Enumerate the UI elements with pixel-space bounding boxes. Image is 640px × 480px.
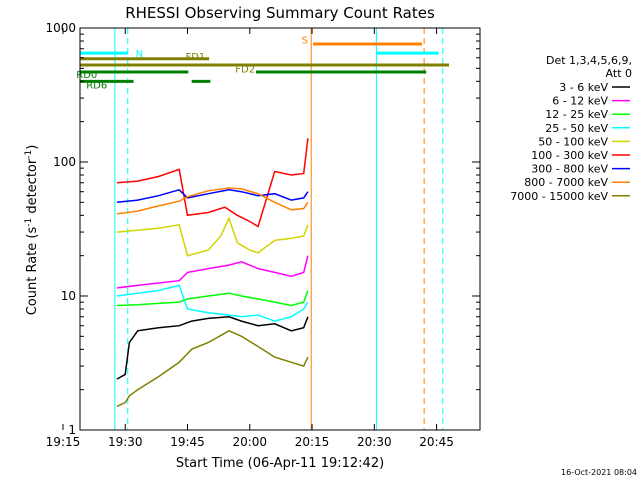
flag-label-fd2: FD2 bbox=[235, 64, 255, 75]
series-line-2 bbox=[116, 290, 309, 307]
legend-label-2: 12 - 25 keV bbox=[545, 108, 608, 121]
x-tick-label-0: 19:15 bbox=[46, 435, 81, 449]
legend-label-5: 100 - 300 keV bbox=[531, 149, 608, 162]
chart-title: RHESSI Observing Summary Count Rates bbox=[125, 4, 435, 22]
series-line-1 bbox=[116, 255, 309, 289]
x-tick-label-4: 20:15 bbox=[295, 435, 330, 449]
legend-label-6: 300 - 800 keV bbox=[531, 163, 608, 176]
legend-header-line1: Det 1,3,4,5,6,9, bbox=[546, 54, 632, 67]
y-axis-label-main: Count Rate (s bbox=[25, 227, 40, 316]
flag-label-rd6: RD6 bbox=[86, 80, 107, 91]
flag-label-s: S bbox=[302, 36, 308, 47]
y-tick-label-3: 1000 bbox=[45, 21, 76, 35]
y-axis-label-sup1: -1 bbox=[24, 218, 34, 227]
legend-label-0: 3 - 6 keV bbox=[559, 81, 608, 94]
x-tick-label-5: 20:30 bbox=[357, 435, 392, 449]
footer-date: 16-Oct-2021 08:04 bbox=[561, 468, 637, 477]
y-axis: 1 10 100 1000 bbox=[45, 21, 480, 437]
x-tick-label-2: 19:45 bbox=[170, 435, 205, 449]
legend-label-7: 800 - 7000 keV bbox=[524, 176, 608, 189]
flag-label-rd0: RD0 bbox=[76, 70, 97, 81]
series-line-6 bbox=[116, 188, 309, 204]
y-tick-label-1: 10 bbox=[61, 289, 76, 303]
x-tick-label-3: 20:00 bbox=[232, 435, 267, 449]
y-axis-label: Count Rate (s-1 detector-1) bbox=[24, 145, 40, 316]
series-line-7 bbox=[116, 187, 309, 215]
y-tick-label-0: 1 bbox=[68, 423, 76, 437]
legend-header-line2: Att 0 bbox=[606, 67, 632, 80]
flag-label-n: N bbox=[136, 49, 143, 60]
legend-label-4: 50 - 100 keV bbox=[538, 135, 608, 148]
x-axis: 19:15 19:30 19:45 20:00 20:15 20:30 20:45 bbox=[46, 28, 454, 449]
series-line-5 bbox=[116, 138, 309, 228]
x-tick-label-6: 20:45 bbox=[419, 435, 454, 449]
y-axis-label-sup2: -1 bbox=[24, 150, 34, 159]
series-line-0 bbox=[116, 316, 309, 380]
flag-label-fd1: FD1 bbox=[185, 52, 205, 63]
series-line-3 bbox=[116, 284, 309, 322]
series-line-8 bbox=[116, 329, 309, 408]
plot-frame bbox=[79, 27, 481, 431]
legend-label-1: 6 - 12 keV bbox=[552, 95, 608, 108]
series-line-4 bbox=[116, 216, 309, 257]
x-tick-label-1: 19:30 bbox=[108, 435, 143, 449]
legend-label-3: 25 - 50 keV bbox=[545, 122, 608, 135]
legend-label-8: 7000 - 15000 keV bbox=[510, 190, 608, 203]
y-tick-label-2: 100 bbox=[53, 155, 76, 169]
y-axis-label-mid: detector bbox=[25, 158, 40, 218]
x-axis-label: Start Time (06-Apr-11 19:12:42) bbox=[176, 456, 384, 471]
y-axis-label-end: ) bbox=[25, 145, 40, 150]
